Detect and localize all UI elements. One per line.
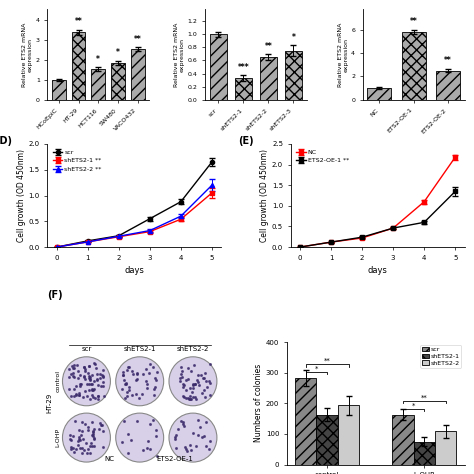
Text: control: control	[55, 370, 61, 392]
Text: ETS2-OE-1: ETS2-OE-1	[157, 456, 194, 462]
Y-axis label: Cell growth (OD 450nm): Cell growth (OD 450nm)	[17, 149, 26, 242]
Bar	[210, 34, 227, 100]
Ellipse shape	[63, 413, 110, 462]
X-axis label: days: days	[124, 266, 144, 275]
Bar	[338, 405, 359, 465]
Legend: NC, ETS2-OE-1 **: NC, ETS2-OE-1 **	[294, 147, 351, 166]
Y-axis label: Relative ETS2 mRNA
expression: Relative ETS2 mRNA expression	[337, 22, 348, 87]
X-axis label: days: days	[368, 266, 388, 275]
Bar	[235, 78, 252, 100]
Text: *: *	[412, 402, 415, 409]
Bar	[131, 49, 145, 100]
Text: scr: scr	[81, 346, 91, 352]
Bar	[111, 63, 125, 100]
Ellipse shape	[169, 357, 217, 406]
Bar	[52, 80, 66, 100]
Bar	[401, 32, 426, 100]
Text: **: **	[75, 18, 82, 27]
Text: L-OHP: L-OHP	[55, 428, 61, 447]
Text: **: **	[410, 18, 418, 27]
Ellipse shape	[116, 413, 164, 462]
Text: shETS2-1: shETS2-1	[123, 346, 156, 352]
Bar	[72, 32, 85, 100]
Legend: scr, shETS2-1 **, shETS2-2 **: scr, shETS2-1 **, shETS2-2 **	[51, 147, 104, 174]
Bar	[295, 378, 317, 465]
Text: **: **	[134, 35, 142, 44]
Text: (F): (F)	[47, 290, 63, 300]
Text: *: *	[292, 33, 295, 42]
Ellipse shape	[116, 357, 164, 406]
Bar	[436, 71, 460, 100]
Y-axis label: Relative ETS2 mRNA
expression: Relative ETS2 mRNA expression	[174, 22, 185, 87]
Text: ***: ***	[237, 63, 249, 72]
Text: *: *	[116, 48, 120, 57]
Text: HT-29: HT-29	[46, 393, 52, 413]
Legend: scr, shETS2-1, shETS2-2: scr, shETS2-1, shETS2-2	[420, 345, 461, 368]
Text: **: **	[324, 358, 330, 364]
Bar	[435, 431, 456, 465]
Text: *: *	[315, 366, 318, 372]
Text: *: *	[96, 55, 100, 64]
Ellipse shape	[169, 413, 217, 462]
Text: **: **	[264, 42, 273, 51]
Text: shETS2-2: shETS2-2	[177, 346, 209, 352]
Y-axis label: Relative ETS2 mRNA
expression: Relative ETS2 mRNA expression	[22, 22, 33, 87]
Text: NC: NC	[105, 456, 115, 462]
Bar	[91, 69, 105, 100]
Y-axis label: Cell growth (OD 450nm): Cell growth (OD 450nm)	[260, 149, 269, 242]
Text: **: **	[444, 56, 452, 65]
Bar	[285, 51, 302, 100]
Bar	[260, 57, 277, 100]
Text: (D): (D)	[0, 136, 12, 146]
Text: **: **	[421, 395, 428, 401]
Y-axis label: Numbers of colonies: Numbers of colonies	[254, 364, 263, 442]
Bar	[367, 88, 392, 100]
Ellipse shape	[63, 357, 110, 406]
Bar	[414, 442, 435, 465]
Bar	[317, 415, 338, 465]
Bar	[392, 415, 414, 465]
Text: (E): (E)	[238, 136, 254, 146]
